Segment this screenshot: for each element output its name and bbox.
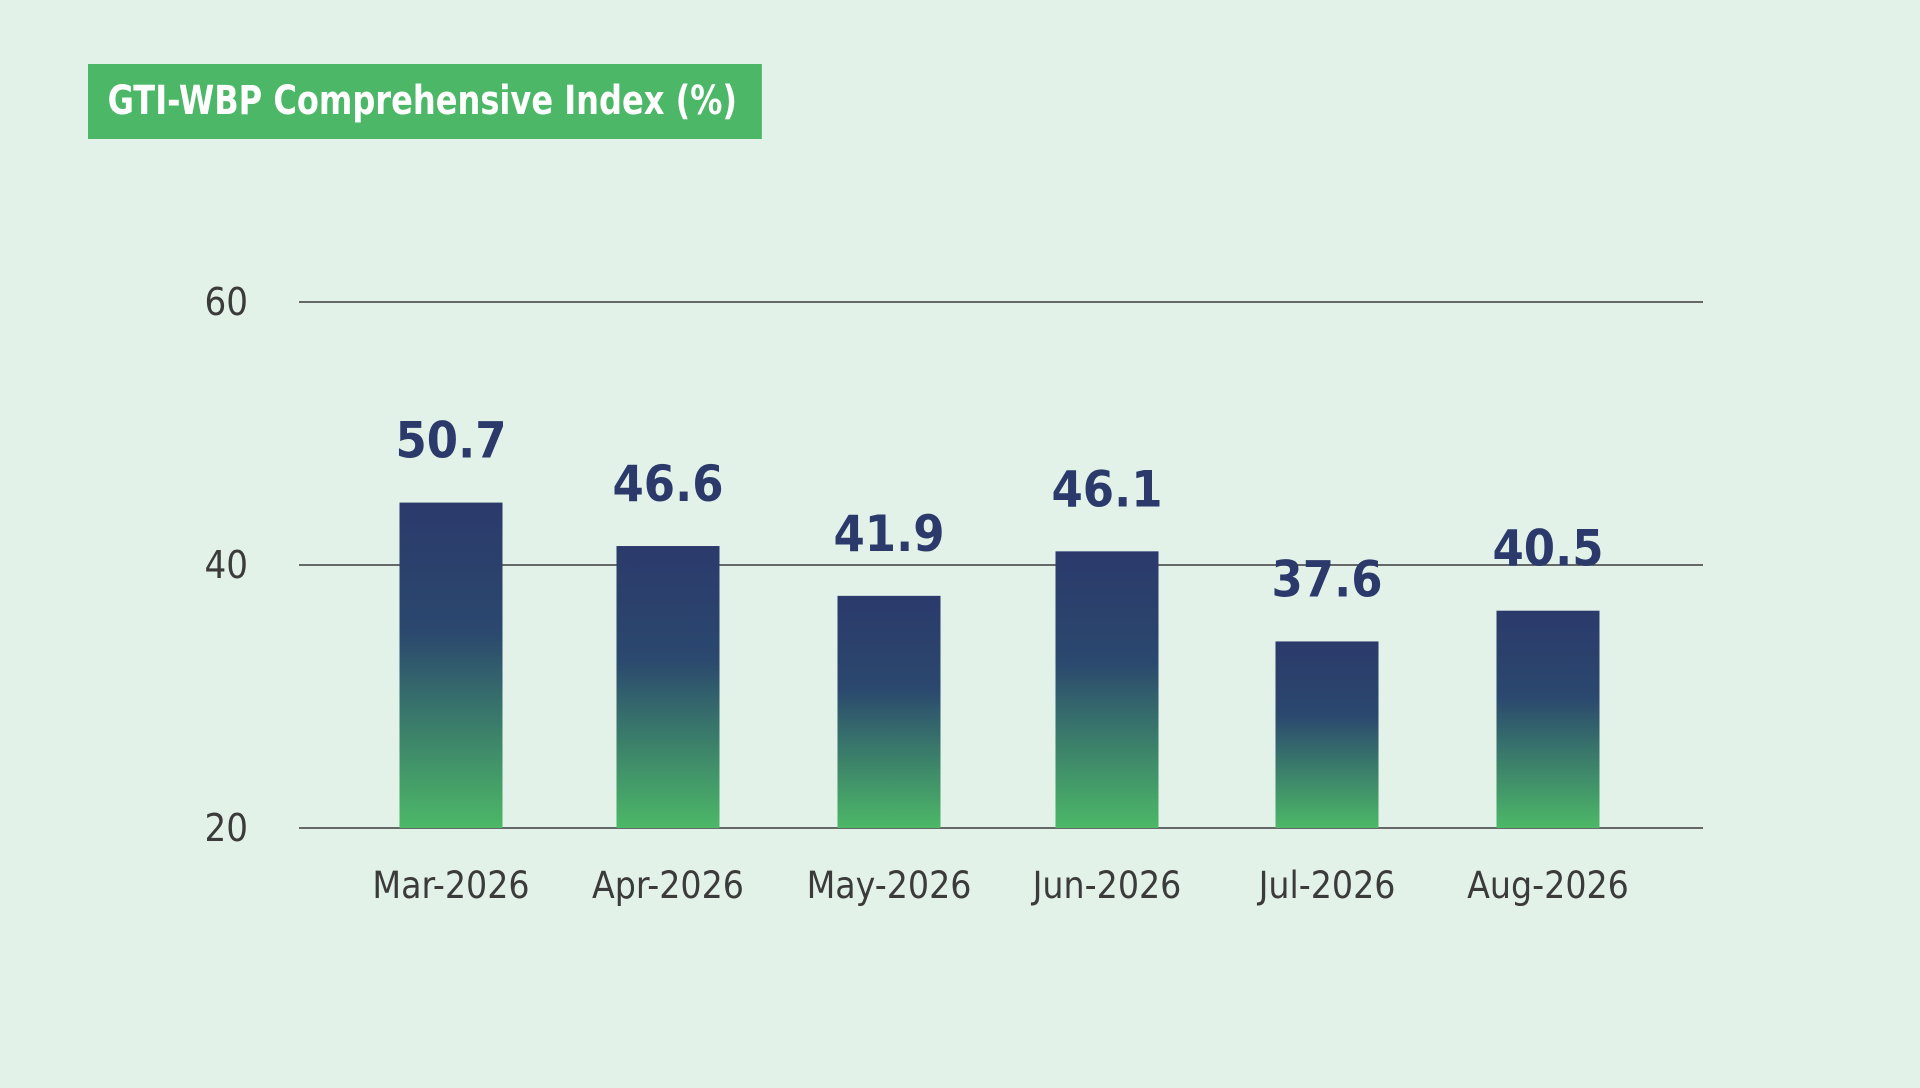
bar-Jul-2026 <box>1275 641 1379 828</box>
data-label-Jul-2026: 37.6 <box>1272 550 1383 608</box>
y-tick-label-60: 60 <box>205 280 249 324</box>
x-axis-categories: Mar-2026 Apr-2026 May-2026 Jun-2026 Jul-2026… <box>372 864 1628 907</box>
bar-May-2026 <box>837 595 941 828</box>
x-category-label-Mar-2026: Mar-2026 <box>372 864 529 907</box>
data-label-Aug-2026: 40.5 <box>1493 520 1604 578</box>
data-label-May-2026: 41.9 <box>834 505 945 563</box>
bar-Mar-2026 <box>399 502 503 828</box>
bars <box>399 502 1600 828</box>
bar-Apr-2026 <box>616 546 720 828</box>
x-category-label-Aug-2026: Aug-2026 <box>1467 864 1629 907</box>
y-axis-ticks: 20 40 60 <box>205 280 249 850</box>
data-labels: 50.7 46.6 41.9 46.1 37.6 40.5 <box>396 412 1604 609</box>
bar-Aug-2026 <box>1496 610 1600 828</box>
x-category-label-Jun-2026: Jun-2026 <box>1031 864 1182 907</box>
x-category-label-May-2026: May-2026 <box>807 864 972 907</box>
bar-Jun-2026 <box>1055 551 1159 828</box>
x-category-label-Jul-2026: Jul-2026 <box>1257 864 1396 907</box>
data-label-Jun-2026: 46.1 <box>1052 460 1163 518</box>
data-label-Mar-2026: 50.7 <box>396 412 507 470</box>
gridlines <box>299 301 1703 829</box>
chart-title: GTI-WBP Comprehensive Index (%) <box>88 64 762 139</box>
x-category-label-Apr-2026: Apr-2026 <box>592 864 744 907</box>
y-tick-label-20: 20 <box>205 806 249 850</box>
data-label-Apr-2026: 46.6 <box>613 455 724 513</box>
y-tick-label-40: 40 <box>205 543 249 587</box>
